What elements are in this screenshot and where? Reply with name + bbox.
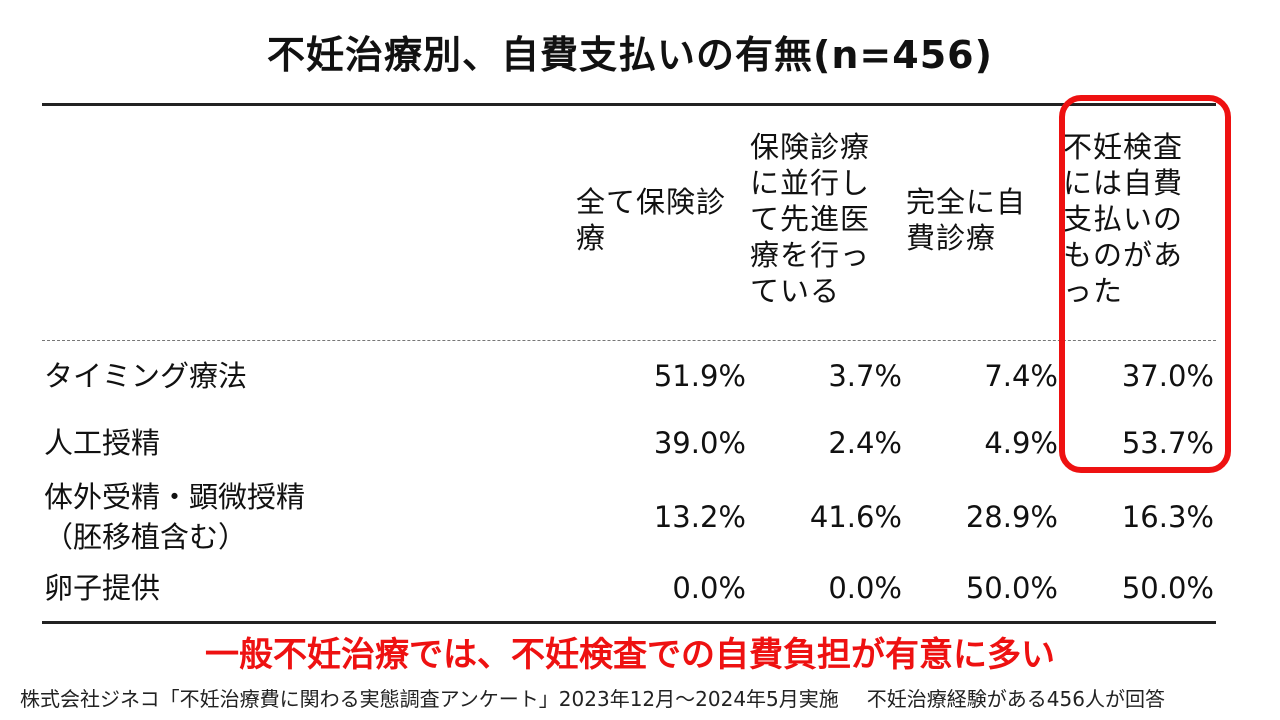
table-cell: 13.2% (653, 500, 746, 534)
row-label-ivf-icsi-note: （胚移植含む） (44, 520, 248, 554)
table-cell: 0.0% (828, 571, 902, 605)
header-divider (42, 340, 1216, 341)
column-header-insurance-with-advanced: 保険診療に並行して先進医療を行っている (750, 130, 871, 308)
table-cell: 41.6% (809, 500, 902, 534)
column-header-self-paid-tests: 不妊検査には自費支払いのものがあった (1063, 130, 1184, 308)
table-cell: 28.9% (965, 500, 1058, 534)
table-cell: 0.0% (672, 571, 746, 605)
table-cell: 50.0% (1121, 571, 1214, 605)
page-title: 不妊治療別、自費支払いの有無(n=456) (267, 33, 993, 77)
table-cell: 3.7% (828, 359, 902, 393)
source-note: 株式会社ジネコ「不妊治療費に関わる実態調査アンケート」2023年12月～2024… (20, 685, 1270, 713)
table-cell: 16.3% (1121, 500, 1214, 534)
table-cell: 7.4% (984, 359, 1058, 393)
table-cell: 53.7% (1121, 426, 1214, 460)
table-cell: 51.9% (653, 359, 746, 393)
table-cell: 2.4% (828, 426, 902, 460)
source-respondents: 不妊治療経験がある456人が回答 (866, 687, 1165, 711)
table-cell: 4.9% (984, 426, 1058, 460)
row-label-artificial-insemination: 人工授精 (44, 426, 161, 460)
row-label-ivf-icsi: 体外受精・顕微授精 (44, 480, 306, 514)
column-header-all-insurance: 全て保険診療 (576, 185, 727, 255)
source-survey: 株式会社ジネコ「不妊治療費に関わる実態調査アンケート」2023年12月～2024… (20, 687, 839, 711)
table-cell: 37.0% (1121, 359, 1214, 393)
highlight-box (1059, 95, 1231, 473)
column-header-fully-self-paid: 完全に自費診療 (906, 185, 1027, 255)
row-label-timing: タイミング療法 (44, 359, 248, 393)
table-bottom-rule (42, 621, 1216, 624)
table-cell: 39.0% (653, 426, 746, 460)
table-top-rule (42, 103, 1216, 106)
table-cell: 50.0% (965, 571, 1058, 605)
conclusion-text: 一般不妊治療では、不妊検査での自費負担が有意に多い (205, 635, 1055, 675)
row-label-egg-donation: 卵子提供 (44, 571, 161, 605)
